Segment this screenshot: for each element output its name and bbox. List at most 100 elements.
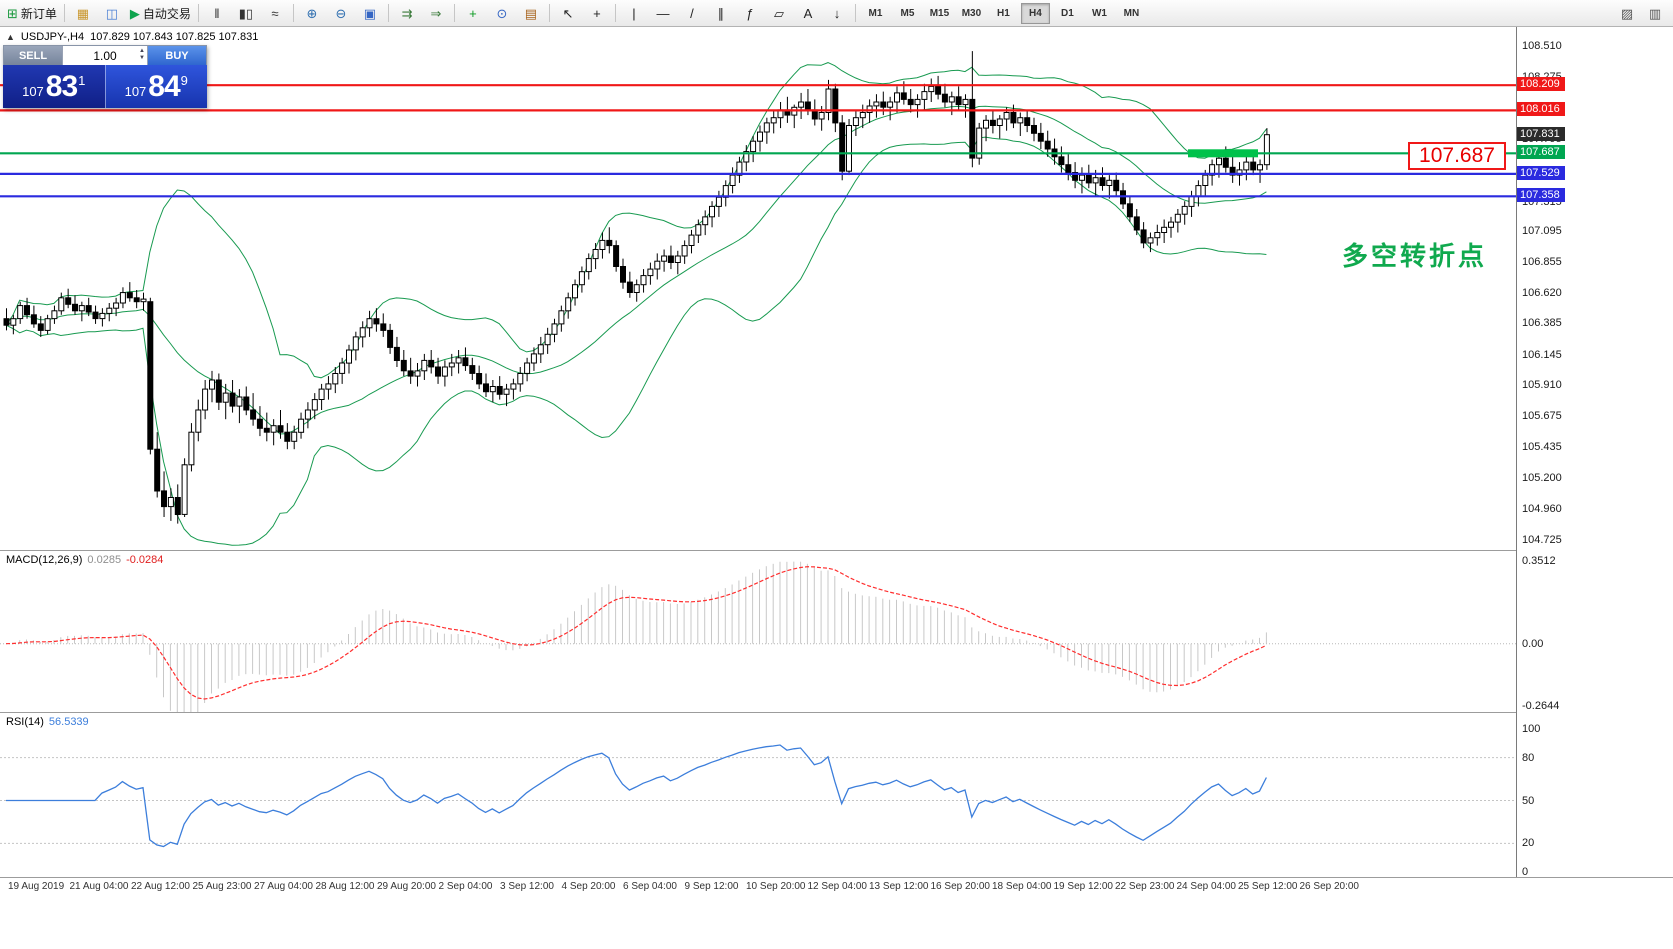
timeframe-h4[interactable]: H4 (1020, 2, 1050, 24)
price-tick: 104.960 (1522, 503, 1562, 516)
time-label: 27 Aug 04:00 (254, 881, 313, 892)
auto-scroll-icon[interactable]: ⇉ (401, 5, 413, 21)
crosshair-icon[interactable]: + (593, 5, 601, 21)
time-axis[interactable]: 19 Aug 2019 21 Aug 04:00 22 Aug 12:00 25 Au… (0, 877, 1673, 900)
macd-panel-separator[interactable] (0, 550, 1673, 551)
volume-up-icon[interactable]: ▲ (139, 48, 145, 54)
sell-price-pips: 83 (45, 69, 78, 103)
time-label: 4 Sep 20:00 (561, 881, 616, 892)
price-tick: -0.2644 (1522, 700, 1560, 712)
shapes-icon[interactable]: ▱ (773, 5, 784, 21)
chart-symbol-text: USDJPY-,H4 (20, 31, 85, 43)
toolbar-separator (614, 4, 616, 22)
buy-button[interactable]: BUY (148, 46, 206, 65)
price-tick: 0.3512 (1522, 555, 1556, 567)
price-tag: 107.831 (1517, 126, 1565, 141)
cursor-icon[interactable]: ↖ (562, 5, 574, 21)
price-tick: 107.095 (1522, 224, 1562, 237)
macd-main-value: 0.0285 (87, 554, 122, 566)
rsi-canvas[interactable] (0, 713, 1673, 876)
timeframe-m1[interactable]: M1 (868, 7, 883, 19)
rsi-panel-separator[interactable] (0, 712, 1673, 713)
timeframe-mn[interactable]: MN (1123, 7, 1140, 19)
sell-button[interactable]: SELL (4, 46, 62, 65)
sell-price-point: 1 (78, 72, 86, 88)
time-label: 29 Aug 20:00 (377, 881, 436, 892)
time-label: 16 Sep 20:00 (930, 881, 991, 892)
time-label: 18 Sep 04:00 (992, 881, 1052, 892)
horizontal-line-icon[interactable]: — (656, 5, 670, 21)
time-label: 24 Sep 04:00 (1176, 881, 1237, 892)
toolbar-separator (387, 4, 389, 22)
equidistant-channel-icon[interactable]: ∥ (717, 5, 725, 21)
time-label: 12 Sep 04:00 (807, 881, 868, 892)
zoom-in-icon[interactable]: ⊕ (306, 5, 318, 21)
price-tick: 104.725 (1522, 533, 1562, 546)
sell-price-button[interactable]: 107 83 1 (3, 65, 105, 108)
price-tick: 100 (1522, 723, 1541, 735)
one-click-trading-panel: SELL 1.00 ▲ ▼ BUY 107 83 1 107 84 9 (3, 45, 207, 108)
line-chart-icon[interactable]: ≈ (271, 5, 279, 21)
candlestick-chart-icon[interactable]: ▮▯ (238, 5, 254, 21)
fibonacci-icon[interactable]: ƒ (746, 5, 754, 21)
rsi-label: RSI(14) 56.5339 (6, 716, 89, 728)
price-chart-canvas[interactable] (0, 27, 1673, 550)
price-tag: 107.529 (1517, 165, 1565, 180)
vertical-line-icon[interactable]: | (632, 5, 636, 21)
price-tick: 106.145 (1522, 348, 1562, 361)
chart-symbol-line: ▲ USDJPY-,H4 107.829 107.843 107.825 107… (6, 31, 258, 43)
price-tick: 106.620 (1522, 286, 1562, 299)
time-label: 9 Sep 12:00 (684, 881, 739, 892)
price-tick: 105.675 (1522, 409, 1562, 422)
tile-windows-icon[interactable]: ▣ (363, 5, 377, 21)
chart-annotation-text[interactable]: 多空转折点 (1342, 241, 1488, 271)
chart-ohlc-text: 107.829 107.843 107.825 107.831 (90, 31, 259, 43)
indicators-icon[interactable]: + (469, 5, 477, 21)
timeframe-h1[interactable]: H1 (997, 7, 1010, 19)
rsi-name: RSI(14) (6, 716, 44, 728)
toolbar: ⊞ 新订单 ▦ ◫ ▶ 自动交易 ‖ ▮▯ ≈ ⊕ ⊖ ▣ ⇉ ⇒ + ⊙ ▤ ↖ + | — / ∥ ƒ ▱ A ↓ M1 M5 M15… (0, 0, 1673, 27)
timeframe-d1[interactable]: D1 (1061, 7, 1074, 19)
buy-price-major: 107 (124, 83, 147, 99)
timeframe-m15[interactable]: M15 (929, 7, 950, 19)
price-tag: 108.016 (1517, 102, 1565, 117)
time-label: 3 Sep 12:00 (500, 881, 554, 892)
autotrading-button[interactable]: ▶ 自动交易 (129, 5, 191, 21)
price-tick: 105.200 (1522, 471, 1562, 484)
timeframe-m5[interactable]: M5 (900, 7, 915, 19)
new-order-button[interactable]: ⊞ 新订单 (7, 5, 57, 21)
time-label: 21 Aug 04:00 (69, 881, 129, 892)
time-label: 2 Sep 04:00 (438, 881, 493, 892)
bar-chart-icon[interactable]: ‖ (214, 5, 220, 21)
trendline-icon[interactable]: / (690, 5, 694, 21)
time-label: 25 Aug 23:00 (192, 881, 252, 892)
data-window-icon[interactable]: ◫ (105, 5, 119, 21)
sell-price-major: 107 (22, 83, 44, 99)
price-callout-label[interactable]: 107.687 (1408, 142, 1506, 170)
buy-price-button[interactable]: 107 84 9 (104, 65, 207, 108)
arrows-icon[interactable]: ↓ (833, 5, 841, 21)
time-label: 6 Sep 04:00 (623, 881, 677, 892)
macd-label: MACD(12,26,9) 0.0285 -0.0284 (6, 554, 163, 566)
price-tag: 107.687 (1517, 145, 1565, 160)
price-scale[interactable]: 108.510108.275108.035107.795107.555107.3… (1516, 27, 1673, 878)
volume-input[interactable]: 1.00 ▲ ▼ (62, 46, 148, 65)
templates-icon[interactable]: ▤ (524, 5, 538, 21)
volume-down-icon[interactable]: ▼ (139, 55, 145, 61)
window-arrange-icon[interactable]: ▨ (1620, 5, 1634, 21)
periods-icon[interactable]: ⊙ (496, 5, 508, 21)
timeframe-w1[interactable]: W1 (1091, 7, 1107, 19)
text-icon[interactable]: A (803, 5, 813, 21)
zoom-out-icon[interactable]: ⊖ (335, 5, 347, 21)
chart-shift-icon[interactable]: ⇒ (430, 5, 442, 21)
macd-canvas[interactable] (0, 551, 1673, 712)
price-tag: 107.358 (1517, 188, 1565, 203)
timeframe-m30[interactable]: M30 (961, 7, 982, 19)
price-tick: 106.855 (1522, 255, 1562, 268)
chart-properties-icon[interactable]: ▥ (1648, 5, 1662, 21)
time-label: 28 Aug 12:00 (315, 881, 375, 892)
price-tick: 0.00 (1522, 637, 1544, 650)
volume-stepper[interactable]: ▲ ▼ (139, 48, 145, 62)
market-watch-icon[interactable]: ▦ (76, 5, 90, 21)
oneclick-toggle-icon[interactable]: ▲ (6, 32, 15, 42)
